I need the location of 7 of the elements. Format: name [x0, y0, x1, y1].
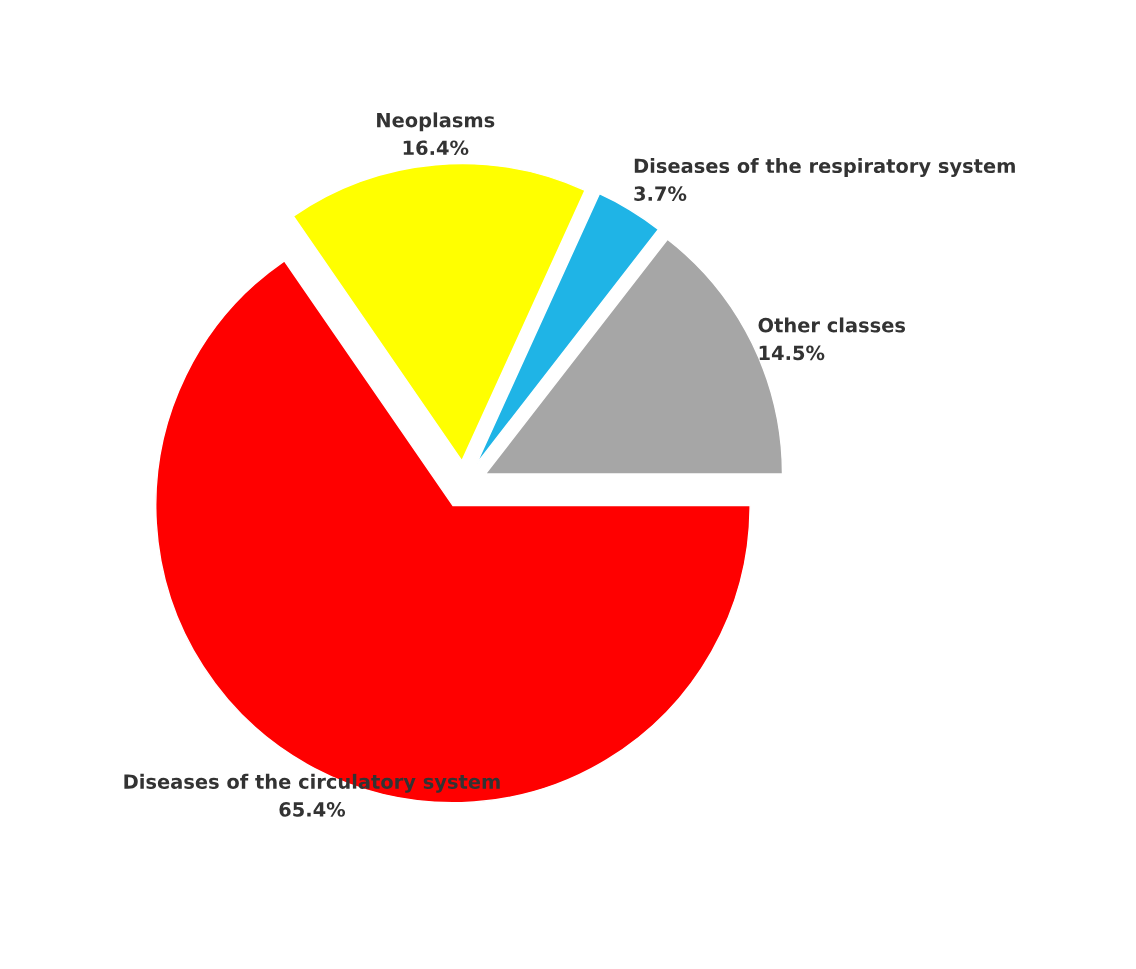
slice-label: Neoplasms: [377, 112, 495, 132]
data-label: 65.4%: [279, 802, 346, 817]
slice-label: Diseases of the respiratory system: [634, 158, 1015, 178]
slice-label: Other classes: [758, 317, 906, 333]
data-label: 16.4%: [403, 140, 469, 156]
data-label: 3.7%: [634, 186, 687, 201]
data-label: 14.5%: [759, 345, 825, 361]
